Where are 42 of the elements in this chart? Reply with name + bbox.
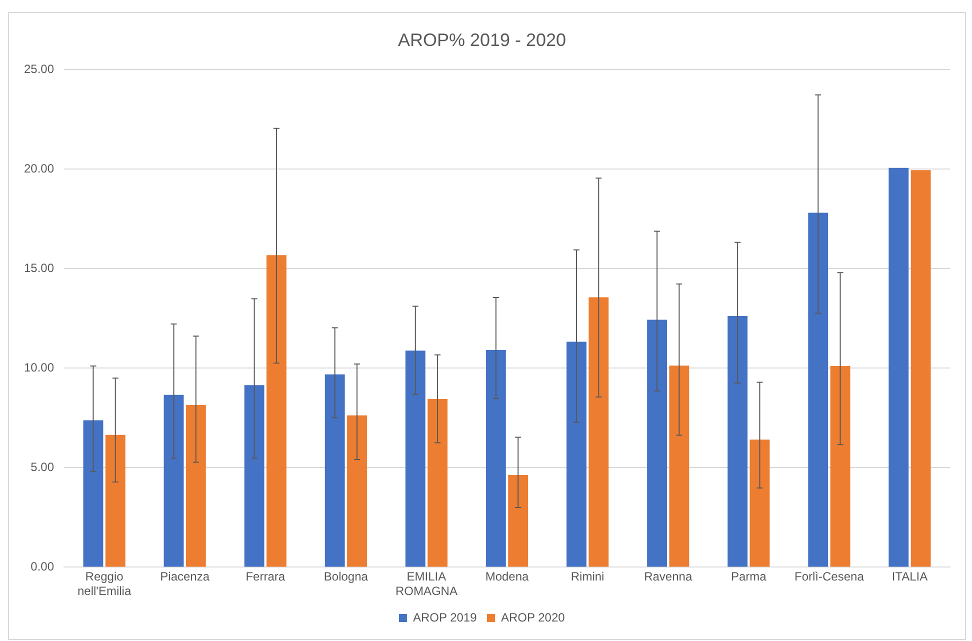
bar (164, 394, 184, 567)
bar (266, 255, 286, 567)
bar (486, 350, 506, 567)
bar (105, 434, 126, 567)
bar (405, 350, 426, 567)
bar (324, 374, 345, 567)
bar (808, 212, 828, 567)
y-tick-label: 20.00 (24, 161, 54, 176)
y-tick-label: 10.00 (24, 360, 54, 374)
bar (244, 385, 264, 567)
legend-label: AROP 2019 (412, 610, 478, 624)
bar (888, 168, 909, 567)
bar (347, 415, 367, 567)
x-tick-label: Parma (730, 570, 767, 584)
x-tick-label: Ravenna (644, 570, 692, 584)
bar (647, 320, 667, 567)
x-tick-label: Bologna (324, 570, 368, 584)
x-tick-label: Rimini (570, 570, 604, 584)
y-tick-label: 0.00 (30, 560, 54, 574)
x-tick-label: EMILIA ROMAGNA (395, 570, 458, 598)
x-tick-label: Modena (485, 570, 530, 584)
x-tick-label: Reggio nell'Emilia (77, 570, 132, 598)
bar (83, 420, 104, 567)
x-tick-label: Forlì-Cesena (794, 570, 864, 584)
chart-title: AROP% 2019 - 2020 (398, 30, 566, 50)
bar (830, 366, 850, 567)
y-tick-label: 25.00 (24, 62, 54, 76)
bar (508, 475, 528, 567)
bar (728, 316, 748, 567)
bar (588, 297, 609, 567)
bar (566, 342, 586, 567)
x-tick-label: Ferrara (246, 570, 286, 584)
bar (750, 440, 770, 567)
bar (186, 404, 206, 567)
x-tick-label: ITALIA (892, 570, 928, 584)
y-tick-label: 5.00 (30, 460, 54, 474)
bar (428, 399, 448, 567)
legend-label: AROP 2020 (501, 610, 566, 624)
bar (669, 366, 690, 567)
bar (910, 170, 931, 567)
x-tick-label: Piacenza (160, 570, 210, 584)
y-tick-label: 15.00 (24, 260, 54, 275)
